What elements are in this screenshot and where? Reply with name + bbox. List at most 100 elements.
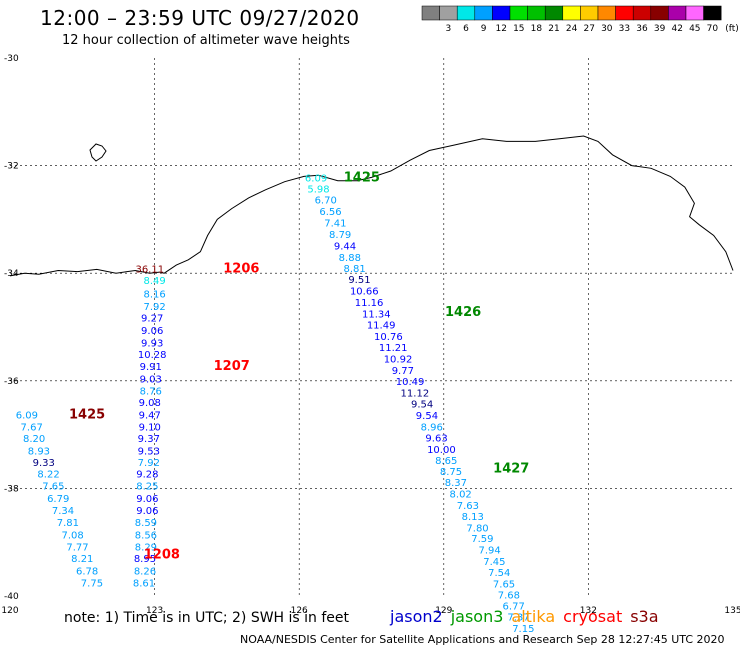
wave-height-label: 7.34 — [52, 506, 74, 517]
colorbar-tick-label: 30 — [601, 24, 613, 34]
colorbar-tick-label: 27 — [583, 24, 594, 34]
colorbar-legend: 3 6 9 12 15 18 21 24 27 30 33 36 39 42 45 70 (ft) — [421, 5, 739, 34]
colorbar-tick-label: 9 — [481, 24, 487, 34]
time-label: 1425 — [69, 407, 105, 422]
wave-height-label: 8.76 — [140, 386, 162, 397]
wave-height-label: 7.77 — [66, 542, 88, 553]
wave-height-label: 11.12 — [401, 388, 430, 399]
wave-height-label: 9.91 — [140, 362, 162, 373]
satellite-legend-item: s3a — [630, 607, 659, 626]
wave-height-label: 9.27 — [141, 314, 163, 325]
wave-height-label: 7.92 — [143, 302, 165, 313]
colorbar-tick-label: 45 — [689, 24, 700, 34]
wave-height-label: 7.67 — [21, 422, 43, 433]
wave-height-label: 8.37 — [445, 478, 467, 489]
wave-height-label: 10.92 — [384, 355, 413, 366]
wave-height-label: 11.49 — [367, 321, 396, 332]
satellite-legend-item: jason2 — [390, 607, 443, 626]
coastline — [9, 135, 734, 277]
wave-height-label: 9.37 — [138, 434, 160, 445]
wave-height-label: 6.09 — [305, 174, 327, 185]
colorbar-tick-label: 42 — [671, 24, 682, 34]
wave-height-label: 10.76 — [374, 332, 403, 343]
wave-height-label: 9.47 — [139, 410, 161, 421]
wave-height-label: 8.93 — [28, 447, 50, 458]
wave-height-label: 8.79 — [329, 230, 351, 241]
wave-height-label: 7.45 — [483, 557, 505, 568]
colorbar-tick-label: 18 — [531, 24, 543, 34]
satellite-legend-item: cryosat — [563, 607, 623, 626]
page-subtitle: 12 hour collection of altimeter wave hei… — [62, 33, 350, 48]
wave-height-label: 9.08 — [139, 398, 161, 409]
wave-height-label: 11.16 — [355, 298, 384, 309]
wave-height-label: 8.59 — [135, 518, 157, 529]
wave-height-label: 6.56 — [319, 207, 341, 218]
wave-height-label: 8.16 — [143, 289, 165, 300]
wave-height-label: 9.10 — [139, 422, 161, 433]
wave-height-label: 8.81 — [343, 264, 365, 275]
wave-height-label: 8.96 — [421, 422, 443, 433]
colorbar-tick-label: 15 — [513, 24, 524, 34]
footer-credit: NOAA/NESDIS Center for Satellite Applica… — [240, 633, 725, 646]
wave-height-label: 11.21 — [379, 343, 408, 354]
wave-height-label: 10.66 — [350, 287, 379, 298]
wave-height-label: 9.28 — [136, 470, 158, 481]
lon-tick-label: 135 — [724, 606, 740, 616]
wave-height-label: 6.70 — [315, 195, 337, 206]
wave-height-label: 10.28 — [138, 350, 167, 361]
wave-height-label: 7.08 — [62, 530, 84, 541]
wave-height-label: 9.77 — [392, 366, 414, 377]
wave-height-label: 7.65 — [493, 579, 515, 590]
colorbar-tick-label: 21 — [548, 24, 559, 34]
wave-height-label: 8.49 — [143, 276, 165, 287]
wave-height-label: 5.98 — [307, 185, 329, 196]
colorbar-swatch — [703, 5, 722, 21]
wave-height-label: 9.03 — [140, 374, 162, 385]
wave-height-label: 7.41 — [324, 218, 346, 229]
lat-tick-label: -30 — [4, 54, 19, 64]
wave-height-label: 10.00 — [427, 445, 456, 456]
wave-height-label: 7.92 — [138, 458, 160, 469]
lat-tick-label: -34 — [4, 269, 19, 279]
wave-height-label: 9.06 — [141, 326, 163, 337]
island — [89, 143, 107, 162]
wave-height-label: 9.63 — [425, 434, 447, 445]
wave-height-label: 6.77 — [503, 601, 525, 612]
colorbar-tick-label: 3 — [446, 24, 452, 34]
wave-height-label: 9.44 — [334, 242, 356, 253]
wave-height-label: 9.54 — [411, 400, 433, 411]
wave-height-label: 9.93 — [141, 338, 163, 349]
footer-note: note: 1) Time is in UTC; 2) SWH is in fe… — [64, 610, 350, 626]
lat-tick-label: -40 — [4, 592, 19, 602]
wave-height-label: 7.59 — [471, 534, 493, 545]
satellite-legend-item: jason3 — [450, 607, 504, 626]
lon-tick-label: 129 — [435, 606, 452, 616]
wave-height-label: 7.37 — [507, 613, 529, 624]
wave-height-label: 7.68 — [498, 591, 520, 602]
wave-height-label: 7.81 — [57, 518, 79, 529]
wave-height-label: 8.56 — [135, 530, 157, 541]
wave-height-label: 9.51 — [348, 275, 370, 286]
wave-height-label: 6.79 — [47, 494, 69, 505]
colorbar-tick-label: 6 — [463, 24, 469, 34]
wave-height-label: 8.75 — [440, 467, 462, 478]
wave-height-label: 8.26 — [134, 566, 156, 577]
colorbar-tick-label: 36 — [636, 24, 648, 34]
lon-tick-label: 123 — [146, 606, 163, 616]
lat-tick-label: -38 — [4, 484, 19, 494]
wave-height-label: 6.09 — [16, 410, 38, 421]
colorbar-tick-label: 39 — [654, 24, 666, 34]
time-label: 1427 — [493, 461, 529, 476]
wave-height-label: 9.54 — [416, 411, 438, 422]
wave-height-label: 9.06 — [136, 494, 158, 505]
lon-tick-label: 126 — [291, 606, 308, 616]
wave-height-label: 9.33 — [33, 458, 55, 469]
lon-tick-label: 120 — [1, 606, 18, 616]
wave-height-label: 9.53 — [138, 447, 160, 458]
wave-height-label: 7.54 — [488, 568, 510, 579]
wave-height-label: 7.80 — [466, 523, 488, 534]
page-title: 12:00 – 23:59 UTC 09/27/2020 — [40, 6, 360, 30]
wave-height-label: 8.25 — [136, 481, 158, 492]
wave-height-label: 9.06 — [136, 506, 158, 517]
colorbar-tick-label: 70 — [707, 24, 719, 34]
